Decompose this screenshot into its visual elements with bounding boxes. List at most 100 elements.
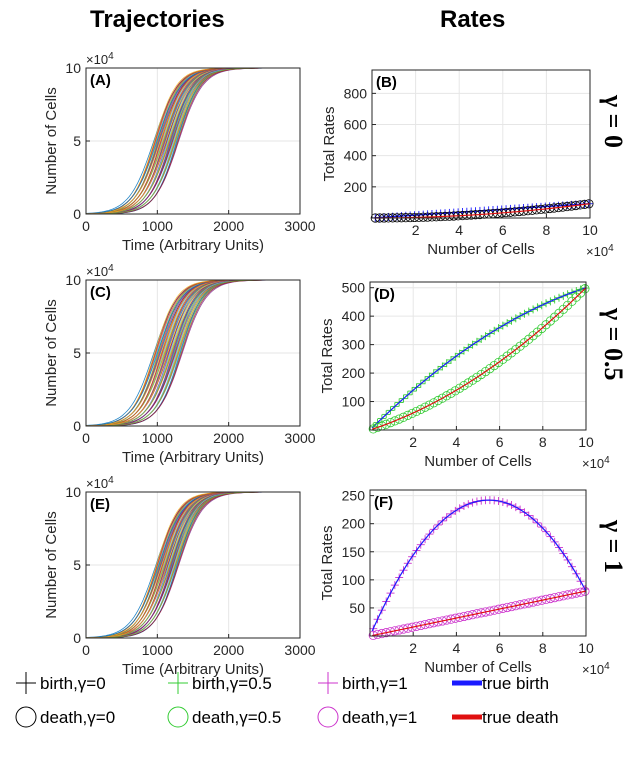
legend: birth,γ=0 birth,γ=0.5 birth,γ=1 true birth d… — [15, 672, 559, 728]
death-marker — [506, 601, 517, 612]
chart-panel-a: 0 1000 2000 3000 0 5 10 Time (Arbitrary Units) N… — [43, 51, 316, 254]
trajectory-line — [86, 68, 300, 214]
axis-exponent: ×104 — [86, 51, 114, 67]
y-tick-label: 50 — [349, 600, 365, 616]
chart-panel-c: 0 1000 2000 3000 0 5 10 Time (Arbitrary Units) N… — [43, 263, 316, 466]
death-marker — [575, 587, 586, 597]
death-marker — [394, 414, 404, 424]
panel-label: (D) — [374, 286, 395, 303]
legend-item: death,γ=0 — [15, 706, 115, 728]
x-tick-label: 8 — [543, 222, 551, 238]
death-marker — [398, 412, 409, 422]
legend-item: birth,γ=0 — [16, 672, 106, 694]
death-marker — [450, 613, 460, 623]
x-tick-label: 10 — [578, 640, 594, 656]
death-marker — [519, 599, 530, 609]
death-marker — [580, 586, 590, 596]
death-marker — [381, 628, 391, 638]
death-marker — [429, 398, 439, 408]
axis-exponent: ×104 — [582, 661, 610, 677]
y-axis-label: Number of Cells — [43, 511, 60, 619]
panel-label: (C) — [90, 284, 111, 301]
death-marker — [403, 410, 413, 420]
death-marker — [493, 604, 504, 614]
x-tick-label: 1000 — [142, 642, 173, 658]
trajectory-line — [86, 280, 300, 426]
trajectory-line — [86, 492, 300, 638]
panel-label: (F) — [374, 494, 393, 511]
x-tick-label: 6 — [496, 640, 504, 656]
y-tick-label: 5 — [73, 345, 81, 361]
x-axis-label: Number of Cells — [424, 659, 532, 676]
death-marker — [424, 619, 434, 629]
death-marker — [485, 606, 495, 616]
death-marker — [416, 404, 426, 414]
chart-panel-f: 2 4 6 8 10 50 100 150 200 250 Number of Cells Total… — [319, 488, 610, 677]
y-tick-label: 800 — [344, 85, 368, 101]
death-marker — [381, 419, 391, 429]
x-tick-label: 0 — [82, 642, 90, 658]
death-marker — [480, 607, 491, 617]
axes-frame — [371, 69, 591, 219]
death-marker — [532, 596, 543, 606]
y-tick-label: 100 — [342, 394, 366, 410]
death-marker — [511, 601, 521, 611]
axis-exponent: ×104 — [86, 263, 114, 279]
y-axis-label: Total Rates — [319, 318, 336, 393]
death-marker — [446, 388, 456, 398]
panel-label: (A) — [90, 72, 111, 89]
trajectory-line — [86, 492, 300, 638]
birth-series — [369, 496, 589, 633]
y-tick-label: 0 — [73, 206, 81, 222]
death-marker — [550, 592, 560, 603]
y-tick-label: 250 — [342, 488, 366, 504]
y-tick-label: 10 — [65, 484, 81, 500]
x-tick-label: 10 — [578, 434, 594, 450]
death-marker — [385, 417, 396, 428]
legend-label: true birth — [482, 674, 549, 693]
x-axis-label: Number of Cells — [427, 241, 535, 258]
legend-item: birth,γ=0.5 — [168, 672, 272, 694]
death-marker — [398, 624, 409, 634]
death-series — [370, 199, 594, 223]
death-marker — [463, 610, 473, 621]
death-marker — [450, 386, 460, 396]
death-marker — [407, 622, 417, 632]
y-tick-label: 10 — [65, 272, 81, 288]
death-marker — [368, 630, 378, 640]
x-tick-label: 10 — [582, 222, 598, 238]
x-tick-label: 0 — [82, 218, 90, 234]
x-tick-label: 2 — [409, 640, 417, 656]
trajectory-line — [86, 280, 300, 426]
true-death-line — [371, 287, 587, 430]
x-tick-label: 2 — [412, 222, 420, 238]
x-tick-label: 3000 — [284, 218, 315, 234]
death-marker — [515, 600, 525, 610]
death-marker — [403, 623, 413, 633]
death-marker — [528, 597, 538, 607]
panel-label: (B) — [376, 74, 397, 91]
axis-exponent: ×104 — [582, 455, 610, 471]
death-series — [368, 586, 590, 640]
trajectory-line — [86, 280, 300, 426]
x-tick-label: 4 — [453, 640, 461, 656]
death-marker — [429, 618, 439, 628]
legend-item: true death — [452, 708, 559, 727]
death-marker — [411, 406, 422, 417]
death-marker — [467, 610, 478, 620]
death-marker — [459, 611, 469, 622]
x-tick-label: 4 — [455, 222, 463, 238]
trajectory-line — [86, 68, 300, 214]
y-tick-label: 100 — [342, 572, 366, 588]
chart-panel-d: 2 4 6 8 10 100 200 300 400 500 Number of Cells Tota… — [319, 280, 610, 471]
legend-item: birth,γ=1 — [318, 672, 408, 694]
x-tick-label: 8 — [539, 434, 547, 450]
trajectory-line — [86, 492, 300, 638]
y-tick-label: 0 — [73, 630, 81, 646]
death-marker — [433, 395, 443, 406]
death-marker — [545, 593, 555, 604]
y-tick-label: 600 — [344, 117, 368, 133]
x-tick-label: 6 — [496, 434, 504, 450]
death-marker — [489, 605, 499, 615]
